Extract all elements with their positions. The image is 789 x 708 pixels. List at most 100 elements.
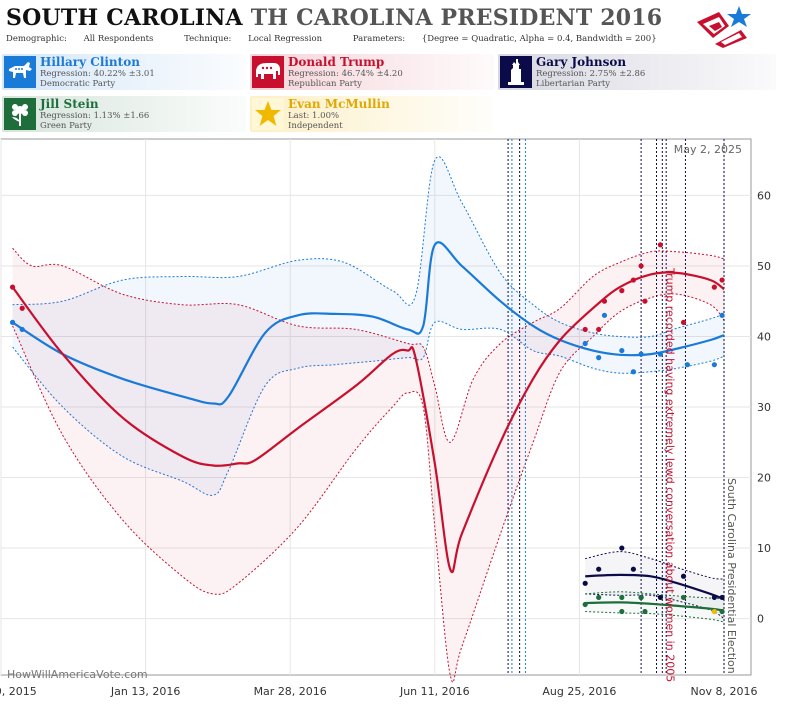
poll-point [630,566,636,572]
candidate-regression: Regression: 2.75% ±2.86 [536,69,646,79]
poll-point [719,608,725,615]
y-tick-label: 10 [757,542,771,555]
poll-point [596,594,602,601]
demographic-value: All Respondents [83,34,154,44]
donkey-icon [4,56,36,88]
technique-value: Local Regression [248,34,323,44]
confidence-band [585,591,724,623]
parameters-value: {Degree = Quadratic, Alpha = 0.4, Bandwi… [421,34,657,44]
poll-points [9,242,725,615]
annotation-label: Trump recorded having extremely lewd con… [663,267,676,682]
candidate-regression: Last: 1.00% [288,111,340,121]
poll-point [711,284,717,290]
x-tick-label: Jun 11, 2016 [399,685,470,698]
x-tick-label: Jan 13, 2016 [110,685,180,698]
y-tick-label: 60 [757,189,771,202]
x-tick-label: Oct 30, 2015 [0,685,37,698]
poll-point [601,298,608,304]
candidate-regression: Regression: 46.74% ±4.20 [288,69,403,79]
band-upper-edge [585,551,725,580]
demographic-label: Demographic: [6,34,67,44]
candidate-name: Hillary Clinton [40,55,140,69]
poll-point [657,351,663,357]
parameters-line: Demographic: All Respondents Technique: … [6,34,685,44]
poll-point [684,362,690,368]
star-icon [252,98,284,130]
poll-point [582,601,588,608]
technique-label: Technique: [184,34,232,44]
poll-point [711,594,717,601]
poll-point [601,312,608,318]
poll-point [638,263,644,269]
candidate-card-mcmullin: Evan McMullin Last: 1.00% Independent [250,96,494,132]
poll-point [582,580,588,586]
page-title: SOUTH CAROLINA TH CAROLINA PRESIDENT 201… [6,5,662,31]
candidate-card-clinton: Hillary Clinton Regression: 40.22% ±3.01… [2,54,246,90]
poll-point [19,326,25,333]
axes: 0 10 20 30 40 50 60 Oct 30, 2015 Jan 13, 2016 Mar… [0,189,771,698]
regression-line [12,241,725,406]
regression-line [585,573,725,601]
candidate-party: Democratic Party [40,79,116,89]
poll-point [642,608,648,615]
candidate-regression: Regression: 40.22% ±3.01 [40,69,155,79]
poll-point [596,355,602,361]
poll-point [638,594,644,601]
poll-point [657,242,663,248]
candidate-name: Donald Trump [288,55,385,69]
candidate-card-stein: Jill Stein Regression: 1.13% ±1.66 Green… [2,96,246,132]
poll-point [619,594,625,601]
x-tick-label: Nov 8, 2016 [691,685,758,698]
y-tick-label: 30 [757,401,771,414]
candidate-name: Jill Stein [40,97,99,111]
poll-point [582,326,588,333]
x-tick-label: Aug 25, 2016 [542,685,616,698]
candidate-card-johnson: Gary Johnson Regression: 2.75% ±2.86 Lib… [498,54,776,90]
y-tick-label: 0 [757,613,764,626]
poll-point [680,573,687,579]
regression-line [11,271,725,574]
annotation-label: South Carolina Presidential Election [725,478,738,674]
candidate-card-trump: Donald Trump Regression: 46.74% ±4.20 Re… [250,54,494,90]
site-logo-icon [697,6,751,48]
date-stamp: May 2, 2025 [674,143,742,156]
poll-point [9,319,16,325]
green-flower-icon [4,98,36,130]
regression-line [585,601,725,612]
candidate-party: Independent [288,121,343,131]
poll-point [630,369,636,375]
annotations: Trump recorded having extremely lewd con… [663,267,738,682]
poll-point [596,566,602,572]
poll-chart: 0 10 20 30 40 50 60 Oct 30, 2015 Jan 13, 2016 Mar… [0,138,789,704]
poll-point [680,319,687,325]
poll-point [638,351,644,357]
poll-point [19,305,25,311]
y-tick-label: 20 [757,472,771,485]
confidence-band [585,551,724,619]
poll-point [719,594,725,601]
poll-point [711,362,717,368]
x-tick-label: Mar 28, 2016 [254,685,327,698]
elephant-icon [252,56,284,88]
candidate-party: Libertarian Party [536,79,611,89]
header: SOUTH CAROLINA TH CAROLINA PRESIDENT 201… [0,0,789,48]
candidate-regression: Regression: 1.13% ±1.66 [40,111,150,121]
poll-point [657,594,663,601]
parameters-label: Parameters: [352,34,406,44]
candidate-party: Republican Party [288,79,362,89]
poll-point [719,312,725,318]
candidate-name: Evan McMullin [288,97,390,111]
poll-point [619,288,625,294]
statue-of-liberty-icon [500,56,532,88]
poll-point [642,298,648,304]
poll-point [9,284,16,290]
poll-chart-svg: 0 10 20 30 40 50 60 Oct 30, 2015 Jan 13, 2016 Mar… [0,138,771,698]
poll-point [619,608,625,615]
candidate-name: Gary Johnson [536,55,627,69]
y-tick-label: 50 [757,260,771,273]
poll-point [596,326,602,333]
confidence-band [12,156,725,496]
poll-point [719,277,725,283]
event-lines [507,139,725,675]
title-race: TH CAROLINA PRESIDENT 2016 [250,5,663,31]
